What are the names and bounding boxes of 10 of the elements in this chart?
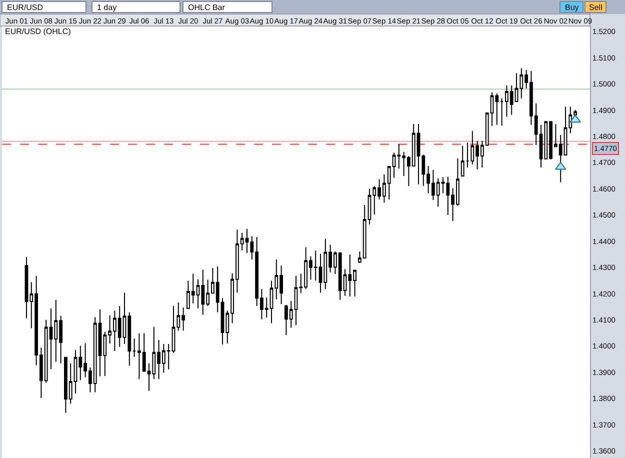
candlestick <box>466 142 470 168</box>
text: Buy <box>565 3 579 12</box>
text: 1 day <box>97 3 117 12</box>
text: OHLC Bar <box>188 3 226 12</box>
candlestick <box>132 338 136 358</box>
text: EUR/USD <box>7 3 44 12</box>
chart-title: EUR/USD (OHLC) <box>5 26 72 36</box>
candlestick <box>460 145 464 176</box>
text: Sell <box>589 3 603 12</box>
candlestick <box>500 98 504 126</box>
